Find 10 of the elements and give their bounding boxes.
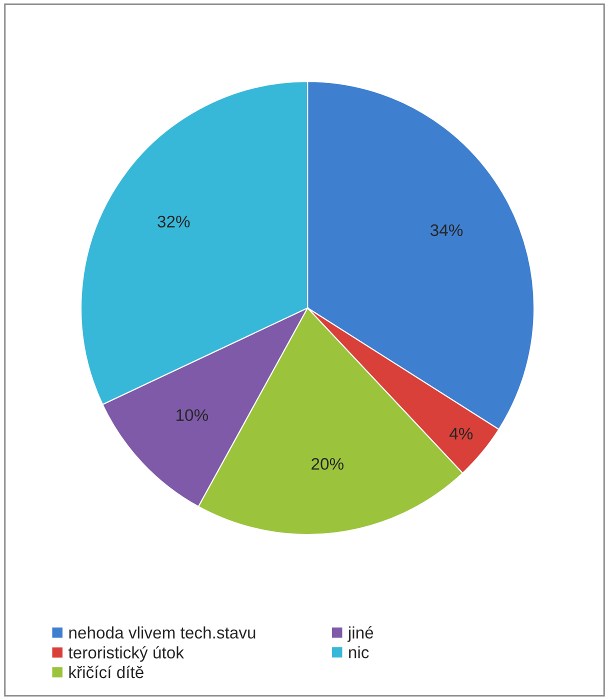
data-label: 4%: [449, 428, 473, 440]
legend-label: nic: [349, 646, 369, 658]
legend-label: jiné: [348, 626, 374, 642]
legend-label: nehoda vlivem tech.stavu: [69, 626, 256, 639]
legend-label: křičící dítě: [69, 666, 144, 678]
data-label: 32%: [158, 216, 190, 228]
data-label: 20%: [312, 458, 344, 470]
data-label: 10%: [176, 409, 208, 422]
data-label: 34%: [430, 224, 463, 236]
legend-label: teroristický útok: [68, 646, 184, 662]
